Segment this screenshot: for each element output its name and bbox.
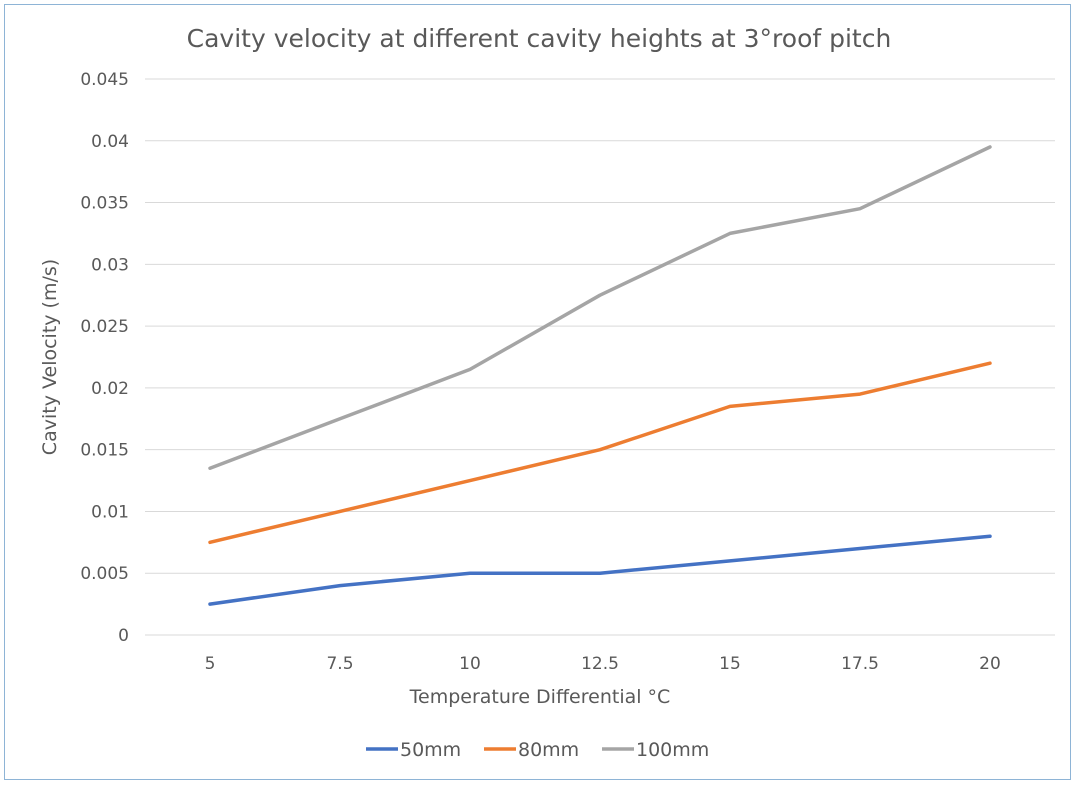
series-lines [208, 145, 992, 606]
y-axis-ticks: 0 0.005 0.01 0.015 0.02 0.025 0.03 0.035 0.04 0.0… [80, 70, 129, 646]
x-axis-ticks: 5 7.5 10 12.5 15 17.5 20 [205, 654, 1001, 674]
y-axis-title: Cavity Velocity (m/s) [39, 259, 61, 455]
series-line-50mm [208, 534, 992, 606]
x-tick-label: 17.5 [841, 654, 879, 674]
y-tick-label: 0 [118, 626, 129, 646]
legend-label-50mm: 50mm [400, 739, 461, 761]
y-tick-label: 0.025 [80, 317, 129, 337]
chart-frame [4, 4, 1071, 780]
x-axis-title: Temperature Differential °C [409, 686, 671, 708]
y-tick-label: 0.045 [80, 70, 129, 90]
series-line-100mm [208, 145, 992, 470]
y-tick-label: 0.01 [91, 502, 129, 522]
y-tick-label: 0.005 [80, 564, 129, 584]
x-tick-label: 12.5 [581, 654, 619, 674]
legend-label-100mm: 100mm [636, 739, 709, 761]
x-tick-label: 20 [979, 654, 1001, 674]
y-tick-label: 0.02 [91, 379, 129, 399]
chart-title: Cavity velocity at different cavity heig… [187, 24, 892, 53]
y-tick-label: 0.035 [80, 194, 129, 214]
x-tick-label: 15 [719, 654, 741, 674]
x-tick-label: 10 [459, 654, 481, 674]
series-line-80mm [208, 361, 992, 545]
y-tick-label: 0.015 [80, 441, 129, 461]
legend-label-80mm: 80mm [518, 739, 579, 761]
y-tick-label: 0.03 [91, 255, 129, 275]
legend: 50mm 80mm 100mm [366, 739, 709, 761]
x-tick-label: 7.5 [326, 654, 353, 674]
gridlines [145, 78, 1055, 636]
x-tick-label: 5 [205, 654, 216, 674]
y-tick-label: 0.04 [91, 132, 129, 152]
